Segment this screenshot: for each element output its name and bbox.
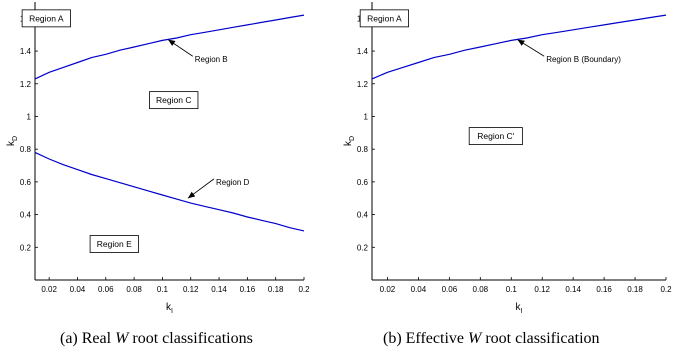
caption-a: (a) Real W root classifications — [60, 330, 330, 348]
series-line-2 — [34, 151, 305, 232]
y-tick-label: 0.8 — [20, 145, 32, 154]
region-box-label: Region C' — [477, 131, 514, 141]
y-tick-label: 0.6 — [20, 178, 32, 187]
callout-label: Region D — [216, 178, 250, 187]
x-tick-label: 0.16 — [240, 285, 256, 294]
x-tick-label: 0.06 — [98, 285, 114, 294]
x-tick-label: 0.2 — [660, 285, 672, 294]
x-axis-label: kI — [166, 302, 173, 315]
y-tick-label: 0.6 — [357, 178, 369, 187]
x-axis-label-sub: I — [521, 308, 523, 315]
y-tick-label: 1.4 — [357, 47, 369, 56]
region-box-label: Region A — [29, 13, 64, 23]
y-axis-label-main: k — [343, 140, 354, 146]
x-tick-label: 0.2 — [298, 285, 310, 294]
y-tick-label: 0.2 — [20, 243, 32, 252]
y-tick-label: 0.2 — [357, 243, 369, 252]
x-axis-label: kI — [516, 302, 523, 315]
y-axis-label-sub: D — [12, 136, 19, 141]
caption-b: (b) Effective W root classification — [383, 330, 673, 348]
x-tick-label: 0.14 — [211, 285, 227, 294]
region-box — [149, 91, 199, 110]
x-tick-label: 0.12 — [183, 285, 199, 294]
x-tick-label: 0.18 — [627, 285, 643, 294]
region-box — [21, 9, 71, 28]
caption-a-prefix: (a) Real — [60, 330, 116, 347]
y-tick-label: 0.4 — [357, 211, 369, 220]
caption-b-symbol: W — [468, 330, 482, 347]
x-tick-label: 0.12 — [534, 285, 550, 294]
x-tick-label: 0.1 — [157, 285, 169, 294]
y-tick-label: 1 — [27, 112, 32, 121]
region-box-label: Region A — [367, 13, 402, 23]
region-box-label: Region C — [156, 95, 191, 105]
series-line-1 — [371, 14, 667, 80]
callout-arrow — [187, 178, 215, 199]
y-axis-label-sub: D — [349, 136, 356, 141]
series-line-1 — [34, 14, 305, 80]
y-axis-label: kD — [343, 136, 356, 146]
x-tick-label: 0.08 — [473, 285, 489, 294]
x-tick-label: 0.1 — [506, 285, 518, 294]
caption-b-prefix: (b) Effective — [383, 330, 468, 347]
y-axis-label: kD — [6, 136, 19, 146]
chart-b: 0.02 0.04 0.06 0.08 0.1 0.12 0.14 0.16 0.18 0.2 0.… — [343, 2, 672, 315]
x-tick-label: 0.02 — [380, 285, 396, 294]
region-box — [89, 235, 139, 253]
region-box — [359, 9, 409, 28]
x-tick-label: 0.08 — [126, 285, 142, 294]
x-tick-label: 0.14 — [565, 285, 581, 294]
chart-a: 0.02 0.04 0.06 0.08 0.1 0.12 0.14 0.16 0.18 0.2 0.… — [6, 2, 310, 315]
callout-label: Region B — [195, 55, 228, 64]
y-axis-label-main: k — [6, 140, 17, 146]
region-box — [468, 127, 523, 145]
x-tick-label: 0.16 — [596, 285, 612, 294]
caption-a-symbol: W — [115, 330, 129, 347]
callout-arrow — [517, 39, 545, 57]
y-tick-label: 1.2 — [357, 80, 369, 89]
x-tick-label: 0.04 — [411, 285, 427, 294]
x-axis-label-main: k — [166, 302, 172, 313]
x-tick-label: 0.04 — [70, 285, 86, 294]
x-tick-label: 0.02 — [41, 285, 57, 294]
y-tick-label: 1 — [364, 112, 369, 121]
caption-b-suffix: root classification — [481, 330, 600, 347]
caption-a-suffix: root classifications — [128, 330, 253, 347]
x-axis-label-main: k — [516, 302, 522, 313]
region-box-label: Region E — [97, 239, 132, 249]
y-tick-label: 0.4 — [20, 211, 32, 220]
x-tick-label: 0.06 — [442, 285, 458, 294]
y-tick-label: 1.4 — [20, 47, 32, 56]
x-tick-label: 0.18 — [268, 285, 284, 294]
y-tick-label: 0.8 — [357, 145, 369, 154]
x-axis-label-sub: I — [171, 308, 173, 315]
callout-arrow — [167, 39, 193, 57]
callout-label: Region B (Boundary) — [546, 55, 621, 64]
y-tick-label: 1.2 — [20, 80, 32, 89]
